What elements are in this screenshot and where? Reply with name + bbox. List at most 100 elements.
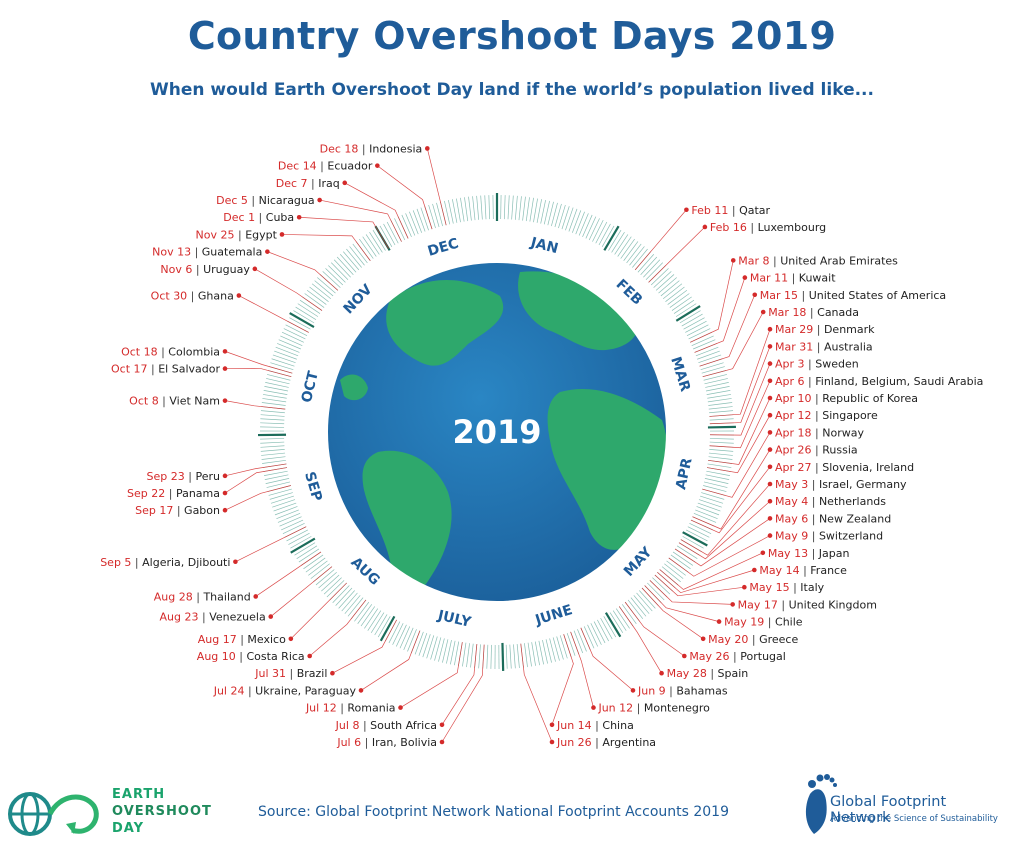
date-marker-dot — [439, 722, 445, 728]
leader-line — [270, 566, 333, 617]
country-day-label: Apr 27 | Slovenia, Ireland — [775, 461, 914, 474]
day-tick — [708, 406, 733, 410]
day-tick — [422, 634, 431, 658]
day-tick — [583, 626, 595, 649]
country-day-label: May 4 | Netherlands — [775, 495, 886, 508]
day-tick — [462, 642, 467, 667]
date-marker-dot — [767, 533, 773, 538]
day-tick — [367, 610, 382, 631]
country-day-label: Dec 5 | Nicaragua — [216, 194, 315, 207]
day-tick — [395, 624, 407, 647]
day-tick — [392, 623, 404, 645]
country-day-label: Sep 22 | Panama — [127, 487, 220, 500]
date-marker-dot — [591, 705, 596, 710]
country-day-label: Mar 8 | United Arab Emirates — [738, 254, 898, 267]
month-label: NOV — [341, 282, 376, 318]
leader-line — [694, 277, 746, 353]
country-day-label: Apr 26 | Russia — [775, 444, 858, 457]
country-name: Israel, Germany — [819, 478, 907, 491]
day-tick — [551, 202, 558, 227]
day-tick — [460, 197, 465, 222]
day-tick — [343, 251, 360, 271]
separator: | — [286, 667, 297, 680]
country-day-label: Apr 6 | Finland, Belgium, Saudi Arabia — [775, 375, 983, 388]
date-marker-dot — [700, 636, 706, 642]
day-tick — [436, 202, 443, 227]
day-tick — [685, 320, 707, 333]
country-day-label: May 13 | Japan — [768, 547, 850, 560]
day-tick — [561, 206, 570, 230]
day-tick — [612, 610, 627, 631]
day-tick — [268, 488, 292, 496]
day-tick — [264, 386, 289, 392]
separator: | — [666, 684, 677, 697]
country-name: Indonesia — [369, 142, 422, 155]
overshoot-date: Dec 1 — [223, 211, 255, 224]
day-tick — [339, 254, 357, 273]
date-marker-dot — [307, 653, 312, 659]
country-day-label: Jul 12 | Romania — [305, 702, 396, 715]
day-tick — [650, 268, 669, 286]
date-marker-dot — [767, 344, 773, 349]
date-marker-dot — [330, 670, 335, 676]
day-tick — [679, 310, 701, 324]
country-name: Russia — [822, 444, 857, 457]
country-name: Viet Nam — [169, 395, 220, 408]
date-marker-dot — [439, 739, 445, 745]
day-tick — [592, 219, 604, 242]
day-tick — [527, 642, 532, 667]
date-marker-dot — [296, 214, 302, 220]
day-tick — [388, 621, 401, 644]
date-marker-dot — [702, 224, 708, 230]
day-tick — [701, 366, 725, 374]
country-day-label: Jun 26 | Argentina — [556, 736, 656, 749]
day-tick — [311, 283, 332, 300]
day-tick — [522, 196, 526, 221]
day-tick — [623, 241, 639, 261]
separator: | — [805, 358, 816, 371]
day-tick — [706, 390, 731, 395]
day-tick — [266, 481, 291, 488]
day-tick — [303, 554, 324, 570]
leader-line — [299, 216, 389, 249]
day-tick — [696, 506, 720, 516]
day-tick — [270, 362, 294, 371]
day-tick — [277, 343, 300, 353]
day-tick — [709, 410, 734, 414]
day-tick — [697, 350, 720, 360]
date-marker-dot — [549, 739, 555, 745]
month-boundary-tick — [675, 305, 701, 322]
day-tick — [372, 229, 386, 251]
overshoot-date: Apr 18 — [775, 426, 812, 439]
separator: | — [592, 719, 603, 732]
country-name: Guatemala — [202, 246, 263, 259]
day-tick — [309, 286, 329, 302]
date-marker-dot — [398, 705, 403, 710]
overshoot-date: May 19 — [724, 616, 764, 629]
leader-line — [634, 209, 687, 271]
day-tick — [626, 243, 642, 264]
day-tick — [542, 640, 548, 664]
day-tick — [698, 499, 722, 508]
day-tick — [294, 542, 316, 556]
day-tick — [409, 211, 419, 235]
day-tick — [260, 422, 285, 425]
day-tick — [297, 303, 319, 317]
country-day-label: Feb 11 | Qatar — [691, 204, 770, 217]
leader-line — [690, 466, 771, 534]
month-boundary-tick — [501, 642, 505, 671]
source-note: Source: Global Footprint Network Nationa… — [258, 804, 729, 820]
date-marker-dot — [222, 366, 228, 371]
day-tick — [655, 274, 675, 291]
overshoot-date: Dec 7 — [276, 177, 308, 190]
leader-line — [702, 311, 764, 378]
separator: | — [806, 306, 817, 319]
country-day-label: Apr 12 | Singapore — [775, 409, 878, 422]
leader-line — [224, 351, 293, 374]
separator: | — [131, 556, 142, 569]
country-day-label: Mar 31 | Australia — [775, 340, 873, 353]
day-tick — [260, 441, 285, 444]
day-tick — [260, 426, 285, 428]
day-tick — [283, 328, 306, 340]
